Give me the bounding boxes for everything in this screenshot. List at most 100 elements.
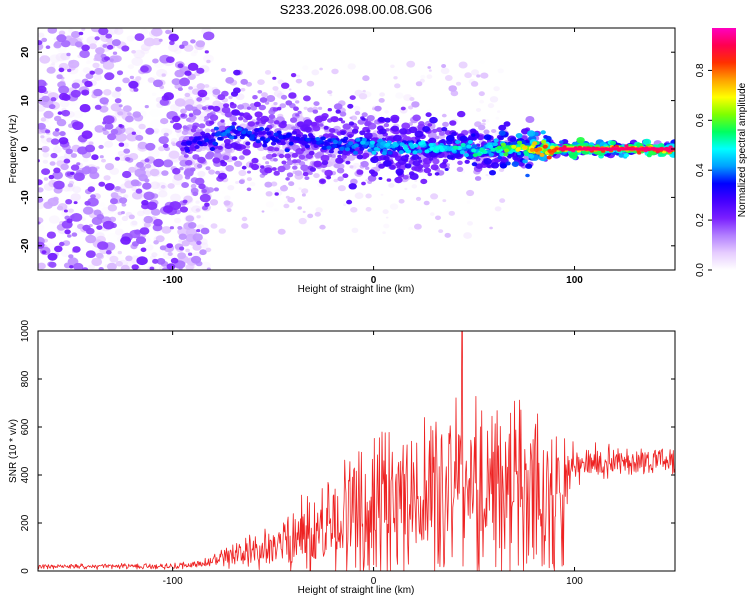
spectrogram-cell (415, 81, 423, 87)
spectrogram-cell (274, 147, 280, 152)
spectrogram-cell (131, 57, 143, 66)
spectrogram-cell (257, 90, 263, 94)
spectrogram-cell (42, 152, 50, 158)
y-tick-label: 400 (20, 466, 31, 483)
spectrogram-cell (81, 130, 93, 139)
spectrogram-cell (432, 148, 438, 153)
spectrogram-cell (264, 181, 273, 188)
spectrogram-cell (420, 74, 426, 79)
spectrogram-cell (274, 192, 279, 196)
spectrogram-cell (89, 70, 96, 75)
x-tick-label: 0 (371, 576, 377, 587)
spectrogram-cell (496, 145, 502, 150)
spectrogram-cell (97, 241, 109, 250)
spectrogram-cell (255, 139, 261, 144)
y-tick-label: 200 (20, 514, 31, 531)
spectrogram-cell (471, 69, 479, 76)
spectrogram-cell (199, 249, 207, 256)
spectrogram-cell (186, 141, 192, 146)
spectrogram-cell (190, 39, 196, 44)
spectrogram-cell (86, 227, 95, 235)
spectrogram-cell (225, 132, 232, 137)
spectrogram-cell (479, 99, 485, 104)
spectrogram-cell (261, 92, 268, 98)
spectrogram-cell (53, 42, 62, 49)
spectrogram-cell (171, 78, 181, 86)
spectrogram-cell (104, 140, 114, 148)
spectrogram-cell (93, 88, 103, 97)
spectrogram-cell (246, 130, 252, 135)
spectrogram-cell (484, 119, 490, 123)
spectrogram-cell (106, 44, 114, 50)
spectrogram-cell (70, 164, 80, 171)
spectrogram-cell (239, 135, 245, 140)
spectrogram-cell (102, 44, 108, 48)
spectrogram-cell (82, 67, 91, 74)
spectrogram-cell (349, 165, 354, 169)
spectrogram-cell (233, 87, 241, 94)
spectrogram-cell (450, 90, 459, 97)
spectrogram-cell (177, 252, 187, 260)
spectrogram-cell (204, 202, 210, 207)
spectrogram-cell (408, 142, 414, 147)
spectrogram-cell (354, 192, 364, 199)
spectrogram-cell (70, 153, 77, 158)
spectrogram-cell (304, 144, 310, 149)
spectrogram-cell (143, 215, 154, 224)
spectrogram-cell (158, 190, 168, 198)
spectrogram-cell (418, 141, 424, 146)
spectrogram-cell (79, 49, 90, 59)
spectrogram-cell (500, 142, 506, 147)
y-tick-label: 10 (20, 95, 31, 107)
spectrogram-cell (442, 199, 447, 203)
y-tick-label: 600 (20, 418, 31, 435)
spectrogram-cell (365, 207, 372, 212)
spectrogram-cell (208, 120, 215, 125)
spectrogram-cell (104, 72, 115, 81)
spectrogram-cell (204, 84, 210, 88)
y-tick-label: 20 (20, 46, 31, 58)
spectrogram-cell (493, 86, 500, 92)
spectrogram-cell (190, 167, 196, 172)
x-tick-label: -100 (163, 576, 183, 587)
spectrogram-cell (144, 158, 150, 163)
spectrogram-cell (132, 111, 142, 118)
spectrogram-cell (223, 138, 231, 145)
spectrogram-cell (185, 104, 194, 111)
spectrogram-cell (406, 60, 416, 68)
spectrogram-cell (342, 123, 351, 130)
spectrogram-cell (264, 127, 270, 132)
spectrogram-cell (212, 88, 221, 95)
spectrogram-cell (285, 133, 291, 138)
spectrogram-cell (181, 182, 190, 188)
spectrogram-cell (205, 247, 212, 253)
spectrogram-cell (131, 131, 136, 135)
spectrogram-cell (378, 163, 385, 169)
spectrogram-cell (41, 95, 50, 103)
spectrogram-cell (441, 64, 447, 68)
spectrogram-cell (62, 185, 71, 192)
spectrogram-cell (424, 149, 430, 154)
spectrogram-cell (255, 121, 260, 125)
spectrogram-cell (78, 31, 84, 36)
spectrogram-cell (487, 144, 494, 149)
spectrogram-cell (251, 163, 259, 171)
spectrogram-cell (497, 155, 502, 160)
spectrogram-cell (467, 221, 473, 226)
spectrogram-cell (305, 137, 311, 142)
colorbar-tick-label: 0.4 (695, 163, 706, 177)
spectrogram-cell (227, 185, 235, 191)
spectrogram-cell (493, 138, 499, 143)
spectrogram-cell (300, 147, 306, 152)
spectrogram-cell (119, 197, 128, 204)
spectrogram-cell (246, 187, 252, 192)
spectrogram-cell (194, 145, 200, 149)
spectrogram-cell (367, 175, 377, 182)
spectrogram-cell (213, 187, 219, 192)
spectrogram-cell (278, 153, 285, 159)
spectrogram-cell (123, 194, 129, 199)
spectrogram-cell (99, 97, 109, 105)
spectrogram-cell (308, 150, 315, 156)
spectrogram-cell (309, 167, 316, 172)
spectrogram-cell (440, 67, 450, 75)
